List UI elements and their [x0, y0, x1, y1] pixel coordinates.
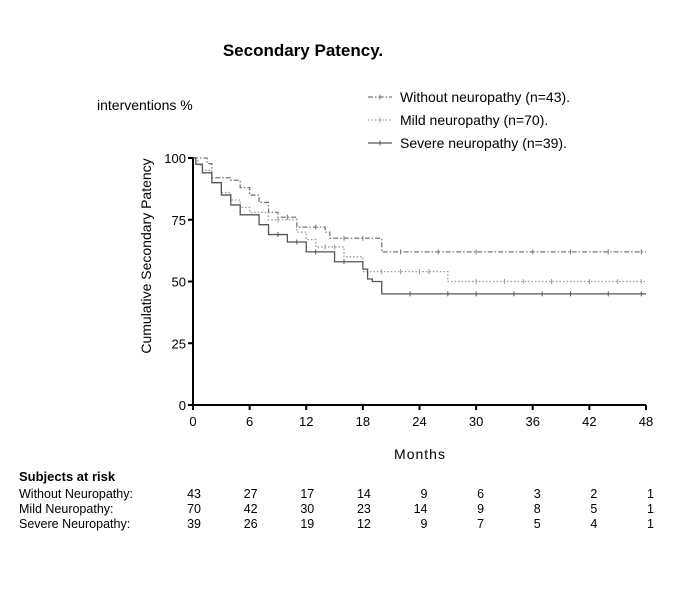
risk-value: 42 [243, 502, 258, 516]
risk-value: 14 [413, 502, 428, 516]
series-line-1 [193, 157, 646, 253]
x-tick-label: 36 [526, 414, 540, 429]
x-tick-label: 48 [639, 414, 653, 429]
risk-value: 23 [356, 502, 371, 516]
risk-row-label: Without Neuropathy: [19, 487, 133, 501]
plot-area: 0 25 50 75 100 0 6 12 18 24 30 36 42 48 [164, 151, 653, 429]
risk-table-heading: Subjects at risk [19, 469, 116, 484]
risk-row: Without Neuropathy: 43 27 17 14 9 6 3 2 1 [19, 487, 659, 502]
risk-value: 6 [477, 487, 485, 501]
risk-value: 8 [533, 502, 541, 516]
x-tick-label: 30 [469, 414, 483, 429]
chart-title: Secondary Patency. [223, 41, 383, 60]
risk-row-label: Mild Neuropathy: [19, 502, 114, 516]
risk-value: 4 [590, 517, 598, 531]
risk-row: Mild Neuropathy: 70 42 30 23 14 9 8 5 1 [19, 502, 659, 517]
risk-value: 12 [356, 517, 371, 531]
x-tick-label: 18 [356, 414, 370, 429]
risk-value: 27 [243, 487, 258, 501]
risk-value: 1 [647, 487, 654, 501]
risk-value: 9 [420, 517, 428, 531]
risk-value: 9 [420, 487, 428, 501]
risk-value: 3 [533, 487, 541, 501]
x-tick-label: 12 [299, 414, 313, 429]
risk-value: 43 [187, 487, 201, 501]
y-axis-label: Cumulative Secondary Patency [138, 158, 154, 353]
risk-row-label: Severe Neuropathy: [19, 517, 131, 531]
risk-value: 9 [477, 502, 485, 516]
risk-value: 70 [187, 502, 201, 516]
risk-value: 26 [243, 517, 258, 531]
risk-value: 19 [300, 517, 315, 531]
series-line-3 [193, 157, 646, 295]
risk-value: 5 [590, 502, 598, 516]
series-line-2 [193, 157, 646, 283]
legend-label-2: Mild neuropathy (n=70). [400, 112, 548, 128]
legend-label-3: Severe neuropathy (n=39). [400, 135, 567, 151]
x-tick-label: 6 [246, 414, 253, 429]
risk-value: 14 [356, 487, 371, 501]
x-tick-label: 24 [412, 414, 426, 429]
risk-value: 7 [477, 517, 485, 531]
risk-row: Severe Neuropathy: 39 26 19 12 9 7 5 4 1 [19, 517, 659, 532]
risk-value: 1 [647, 502, 654, 516]
y-tick-label: 50 [172, 275, 186, 290]
risk-value: 30 [300, 502, 315, 516]
y-tick-label: 0 [179, 398, 186, 413]
chart-subtitle: interventions % [97, 97, 193, 113]
risk-value: 2 [590, 487, 598, 501]
risk-value: 1 [647, 517, 654, 531]
risk-value: 5 [533, 517, 541, 531]
y-tick-label: 25 [172, 336, 186, 351]
risk-value: 17 [300, 487, 315, 501]
y-tick-label: 100 [164, 151, 186, 166]
x-tick-label: 42 [582, 414, 596, 429]
legend: Without neuropathy (n=43). Mild neuropath… [368, 89, 570, 151]
x-tick-label: 0 [189, 414, 196, 429]
legend-label-1: Without neuropathy (n=43). [400, 89, 570, 105]
x-axis-label: Months [394, 446, 446, 462]
risk-value: 39 [187, 517, 201, 531]
y-tick-label: 75 [172, 213, 186, 228]
